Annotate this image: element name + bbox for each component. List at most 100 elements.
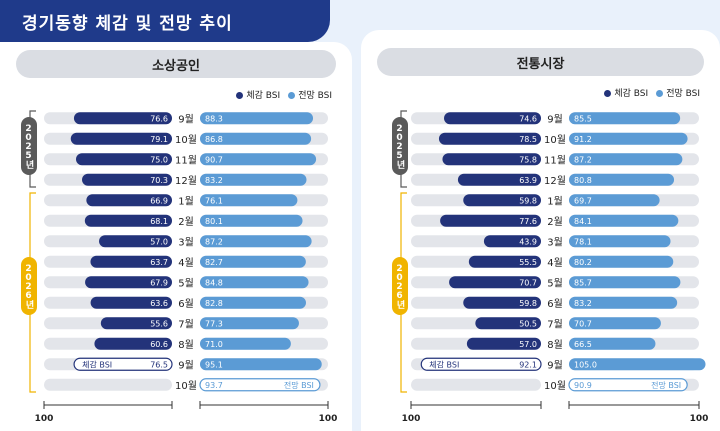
panel-title: 소상공인 xyxy=(16,50,336,78)
bar-forecast xyxy=(569,112,681,125)
bar-actual xyxy=(444,112,541,125)
legend: 체감 BSI 전망 BSI xyxy=(604,86,700,99)
data-label-forecast: 85.5 xyxy=(574,114,592,123)
category-label: 10월 xyxy=(175,380,197,392)
year-label-2026: 2026년 xyxy=(21,257,37,315)
data-label-actual: 60.6 xyxy=(150,340,168,349)
legend-label-forecast: 전망 BSI xyxy=(666,89,700,99)
data-label-forecast: 87.2 xyxy=(205,237,223,246)
category-label: 4월 xyxy=(547,257,563,269)
axis-label-right: 100 xyxy=(319,414,338,424)
data-label-forecast: 80.8 xyxy=(574,176,592,185)
bar-forecast xyxy=(569,296,678,309)
legend-label-forecast: 전망 BSI xyxy=(298,91,332,101)
bar-forecast xyxy=(569,337,656,350)
category-label: 11월 xyxy=(544,154,566,166)
legend-item-forecast: 전망 BSI xyxy=(656,86,700,99)
panel-small-business: 소상공인 체감 BSI 전망 BSI 76.6 88.3 9월 79.1 86.8 10월… xyxy=(0,42,352,431)
data-label-forecast: 105.0 xyxy=(574,360,597,369)
data-label-actual: 66.9 xyxy=(150,196,168,205)
bar-actual xyxy=(463,296,541,309)
bar-forecast xyxy=(200,153,317,166)
axis-label-right: 100 xyxy=(690,414,709,424)
legend-label-actual: 체감 BSI xyxy=(614,89,649,99)
data-label-forecast: 86.8 xyxy=(205,135,223,144)
bar-actual xyxy=(76,153,172,166)
data-label-forecast: 78.1 xyxy=(574,237,592,246)
category-label: 11월 xyxy=(175,154,197,166)
data-label-forecast: 91.2 xyxy=(574,135,592,144)
data-label-forecast: 82.8 xyxy=(205,299,223,308)
axis-label-left: 100 xyxy=(402,414,421,424)
bar-actual xyxy=(449,276,541,289)
bar-actual xyxy=(440,214,541,227)
category-label: 4월 xyxy=(178,257,194,269)
bar-actual xyxy=(73,357,173,371)
data-label-forecast: 83.2 xyxy=(205,176,223,185)
data-label-actual: 70.7 xyxy=(519,278,537,287)
legend-item-actual: 체감 BSI xyxy=(604,86,648,99)
bar-actual xyxy=(99,235,172,248)
data-label-forecast: 70.7 xyxy=(574,319,592,328)
bar-forecast xyxy=(200,358,322,371)
data-label-actual: 57.0 xyxy=(519,340,537,349)
data-label-actual: 55.5 xyxy=(519,258,537,267)
category-label: 8월 xyxy=(547,339,563,351)
axis-label-left: 100 xyxy=(35,414,54,424)
bar-actual xyxy=(420,357,542,371)
bar-forecast xyxy=(569,317,661,330)
data-label-forecast: 80.2 xyxy=(574,258,592,267)
category-label: 3월 xyxy=(178,236,194,248)
category-label: 7월 xyxy=(547,318,563,330)
data-label-forecast: 93.7 xyxy=(205,381,223,390)
bar-actual xyxy=(86,194,172,207)
data-label-forecast: 71.0 xyxy=(205,340,223,349)
category-label: 10월 xyxy=(544,134,566,146)
bar-forecast xyxy=(200,112,314,125)
category-label: 8월 xyxy=(178,339,194,351)
data-label-actual: 75.0 xyxy=(150,155,168,164)
category-label: 5월 xyxy=(547,277,563,289)
data-label-actual: 67.9 xyxy=(150,278,168,287)
circle-dot-icon xyxy=(236,92,244,99)
bar-actual xyxy=(483,235,541,248)
bar-forecast xyxy=(200,235,312,248)
category-label: 6월 xyxy=(178,298,194,310)
data-label-actual: 63.9 xyxy=(519,176,537,185)
bar-actual xyxy=(84,214,172,227)
bar-forecast xyxy=(569,358,706,371)
bsi-chart-traditional-market: 74.6 85.5 9월 78.5 91.2 10월 75.8 87.2 11월 63.9 80.8… xyxy=(400,110,709,424)
bar-actual xyxy=(90,296,172,309)
inline-label-actual: 체감 BSI xyxy=(429,359,459,369)
bar-forecast xyxy=(200,214,303,227)
bar-forecast xyxy=(568,378,688,392)
category-label: 9월 xyxy=(547,359,563,371)
inline-label-forecast: 전망 BSI xyxy=(284,380,314,390)
category-label: 5월 xyxy=(178,277,194,289)
bar-forecast xyxy=(200,317,299,330)
data-label-forecast: 88.3 xyxy=(205,114,223,123)
data-label-actual: 50.5 xyxy=(519,319,537,328)
data-label-actual: 63.6 xyxy=(150,299,168,308)
bar-forecast xyxy=(569,214,679,227)
data-label-forecast: 84.8 xyxy=(205,278,223,287)
data-label-actual: 92.1 xyxy=(519,360,537,369)
data-label-forecast: 66.5 xyxy=(574,340,592,349)
bar-forecast xyxy=(569,235,671,248)
data-label-forecast: 83.2 xyxy=(574,299,592,308)
category-label: 9월 xyxy=(178,113,194,125)
data-label-actual: 78.5 xyxy=(519,135,537,144)
bar-forecast xyxy=(200,173,307,186)
bar-actual xyxy=(94,337,172,350)
bar-forecast xyxy=(200,255,306,268)
data-label-actual: 70.3 xyxy=(150,176,168,185)
bar-forecast xyxy=(200,132,312,145)
bar-forecast xyxy=(200,337,291,350)
track-left xyxy=(411,378,541,391)
data-label-actual: 59.8 xyxy=(519,196,537,205)
bar-forecast xyxy=(569,276,681,289)
bar-actual xyxy=(475,317,541,330)
legend-item-forecast: 전망 BSI xyxy=(288,88,332,101)
data-label-forecast: 77.3 xyxy=(205,319,223,328)
year-label-2026: 2026년 xyxy=(392,257,408,315)
